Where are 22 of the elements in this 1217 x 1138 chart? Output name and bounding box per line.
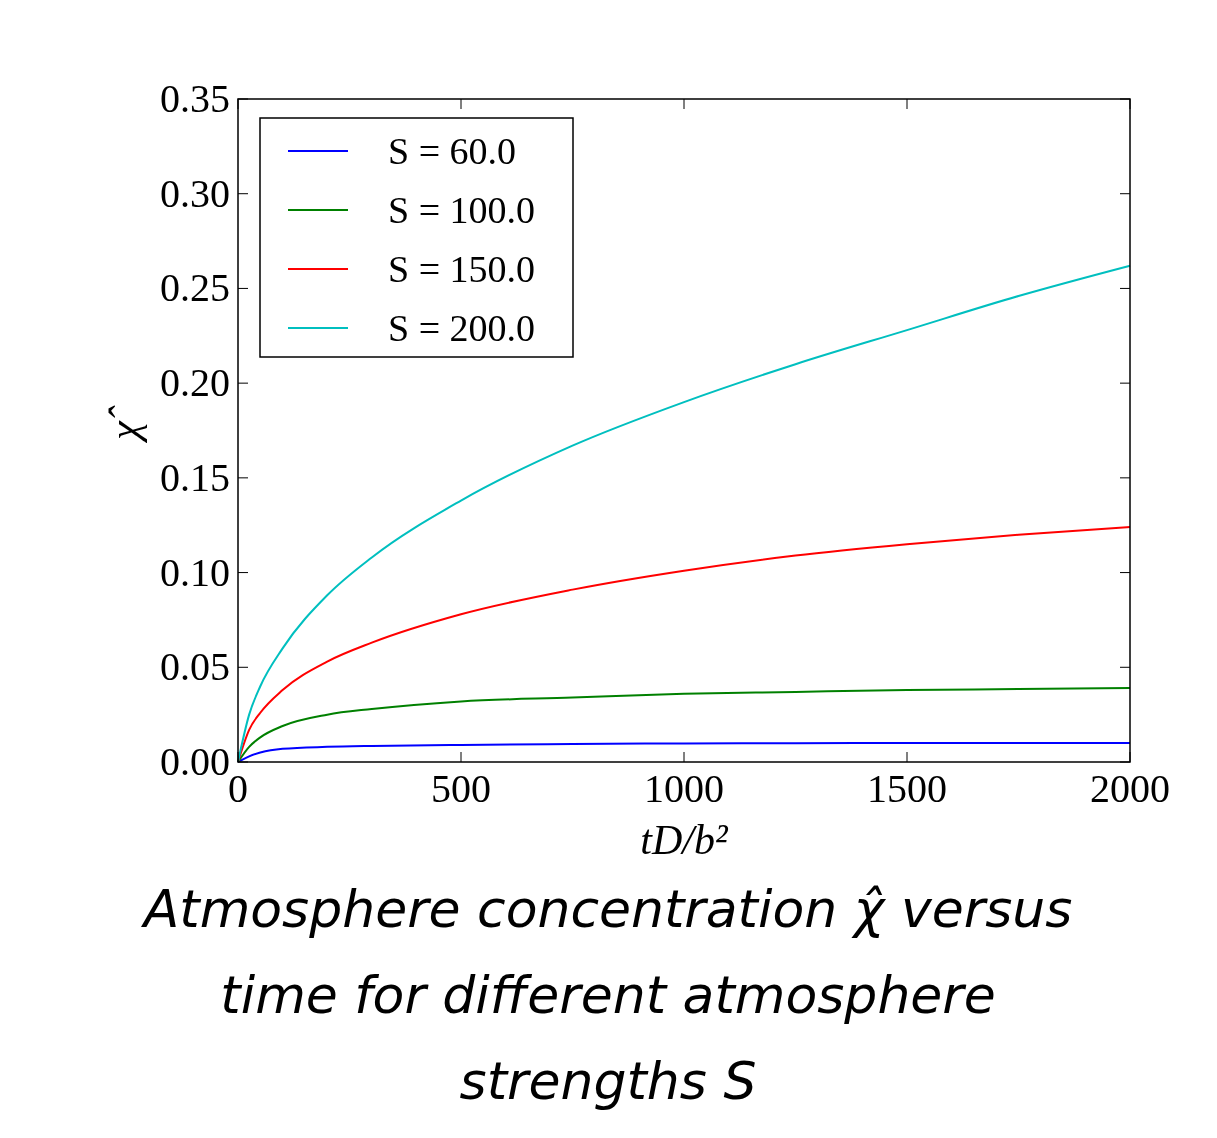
legend-label: S = 60.0	[388, 130, 517, 172]
y-tick-label: 0.15	[160, 454, 230, 500]
legend-label: S = 150.0	[388, 248, 536, 290]
y-axis-title: χ̂	[101, 405, 147, 444]
y-tick-label: 0.30	[160, 170, 230, 216]
y-tick-label: 0.00	[160, 739, 230, 784]
line-series	[237, 742, 1131, 763]
x-tick-label: 1500	[867, 766, 947, 811]
y-tick-label: 0.25	[160, 265, 230, 311]
x-axis-title: tD/b²	[640, 817, 730, 863]
x-tick-label: 2000	[1090, 766, 1170, 811]
y-tick-label: 0.05	[160, 644, 230, 690]
line-series	[237, 687, 1131, 763]
x-tick-label: 1000	[644, 766, 724, 811]
x-tick-label: 0	[228, 766, 248, 811]
legend-label: S = 100.0	[388, 189, 536, 231]
y-tick-label: 0.10	[160, 549, 230, 595]
legend-label: S = 200.0	[388, 307, 536, 349]
y-tick-label: 0.35	[160, 76, 230, 121]
y-tick-label: 0.20	[160, 360, 230, 406]
text: Atmosphere concentration χ̂ versus time for different atmosphere strengths S	[140, 879, 1073, 1111]
x-tick-label: 500	[431, 766, 491, 811]
